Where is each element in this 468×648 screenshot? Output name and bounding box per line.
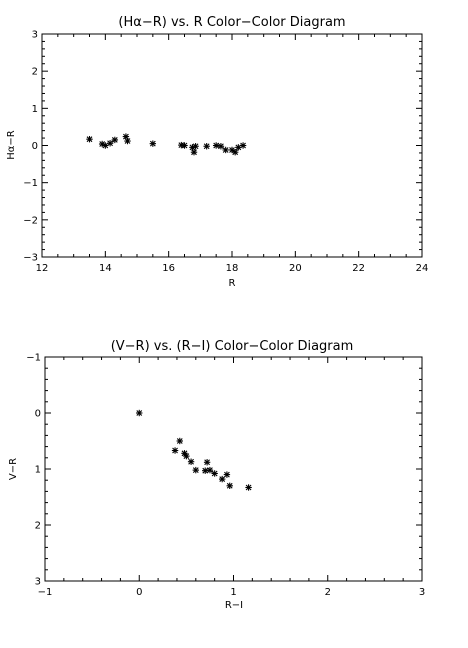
data-point xyxy=(192,466,199,474)
data-point xyxy=(239,142,247,149)
y-tick-label: −1 xyxy=(26,353,41,364)
data-point xyxy=(106,140,114,147)
data-point xyxy=(187,458,195,465)
y-tick-label: 3 xyxy=(35,577,41,588)
y-tick-label: −3 xyxy=(23,253,38,264)
chart2-points xyxy=(136,409,252,491)
x-tick-label: 18 xyxy=(226,263,239,274)
x-tick-label: 16 xyxy=(162,263,175,274)
x-tick-label: 22 xyxy=(352,263,365,274)
y-tick-label: 0 xyxy=(32,141,38,152)
data-point xyxy=(217,143,225,150)
x-tick-label: 1 xyxy=(230,587,236,598)
chart2-title: (V−R) vs. (R−I) Color−Color Diagram xyxy=(111,339,354,354)
chart1-ticks xyxy=(41,33,423,258)
chart1-plot-frame xyxy=(41,33,423,258)
data-point xyxy=(218,475,226,483)
x-tick-label: 14 xyxy=(99,263,112,274)
y-tick-label: 3 xyxy=(32,30,38,41)
data-point xyxy=(181,142,188,149)
data-point xyxy=(171,447,179,454)
data-point xyxy=(231,148,239,156)
chart1-points xyxy=(86,133,247,156)
y-tick-label: 1 xyxy=(35,465,41,476)
chart-v-r-vs-r-i: (V−R) vs. (R−I) Color−Color Diagram −1 0 1… xyxy=(8,339,425,611)
data-point xyxy=(203,459,211,466)
data-point xyxy=(206,466,214,474)
chart2-ticks xyxy=(44,356,423,582)
chart2-y-axis-label: V−R xyxy=(8,458,19,480)
x-tick-label: 20 xyxy=(289,263,302,274)
x-tick-label: −1 xyxy=(38,587,53,598)
data-point xyxy=(190,148,198,156)
chart2-x-axis-label: R−I xyxy=(225,600,243,611)
data-point xyxy=(136,409,143,417)
data-point xyxy=(222,146,229,154)
x-tick-label: 0 xyxy=(136,587,142,598)
data-point xyxy=(192,143,199,150)
data-point xyxy=(176,437,183,445)
chart1-x-axis-label: R xyxy=(229,278,236,289)
chart-ha-r-vs-r: (Hα−R) vs. R Color−Color Diagram 12 14 16 1… xyxy=(6,15,428,289)
data-point xyxy=(203,143,210,150)
data-point xyxy=(202,467,209,474)
data-point xyxy=(183,452,190,460)
data-point xyxy=(245,484,252,491)
y-tick-label: 0 xyxy=(35,409,41,420)
chart1-title: (Hα−R) vs. R Color−Color Diagram xyxy=(118,15,345,30)
chart2-plot-frame xyxy=(44,356,423,582)
x-tick-label: 24 xyxy=(416,263,429,274)
x-tick-label: 12 xyxy=(36,263,49,274)
chart1-y-axis-label: Hα−R xyxy=(6,130,17,159)
y-tick-label: −2 xyxy=(23,215,38,226)
data-point xyxy=(211,470,218,477)
y-tick-label: −1 xyxy=(23,178,38,189)
x-tick-label: 2 xyxy=(325,587,331,598)
y-tick-label: 2 xyxy=(35,521,41,532)
x-tick-label: 3 xyxy=(419,587,425,598)
data-point xyxy=(223,471,231,478)
data-point xyxy=(212,142,220,149)
data-point xyxy=(124,137,131,145)
data-point xyxy=(226,482,233,489)
data-point xyxy=(111,136,119,144)
data-point xyxy=(149,140,157,147)
data-point xyxy=(86,135,93,143)
y-tick-label: 2 xyxy=(32,67,38,78)
y-tick-label: 1 xyxy=(32,104,38,115)
